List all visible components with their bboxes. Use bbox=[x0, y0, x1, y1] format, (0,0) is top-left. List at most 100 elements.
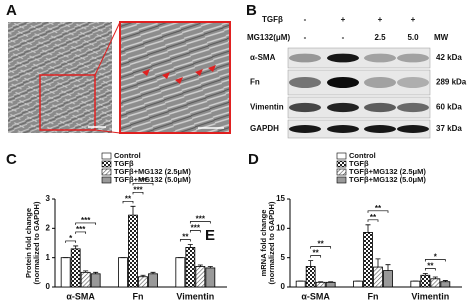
error-bar bbox=[130, 205, 136, 216]
panel-label: C bbox=[6, 151, 17, 168]
panel-label: D bbox=[248, 151, 259, 168]
bar bbox=[70, 248, 81, 288]
legend-swatch bbox=[336, 176, 347, 184]
legend-swatch bbox=[336, 152, 347, 160]
band bbox=[397, 77, 429, 88]
blot-mw: 42 kDa bbox=[436, 53, 462, 62]
y-tick-label: 0 bbox=[281, 282, 286, 291]
mw-label: MW bbox=[434, 33, 449, 42]
error-bar bbox=[318, 281, 324, 283]
sig-stars: ** bbox=[125, 194, 132, 203]
sig-stars: * bbox=[434, 253, 438, 262]
panel-d: D bbox=[248, 151, 259, 168]
sig-bracket bbox=[75, 222, 97, 225]
sig-stars: *** bbox=[138, 176, 148, 185]
band bbox=[364, 53, 396, 63]
y-axis-label: (normalized to GAPDH) bbox=[32, 201, 41, 284]
sig-stars: ** bbox=[318, 240, 325, 249]
bar bbox=[420, 274, 431, 288]
blot-mw: 60 kDa bbox=[436, 103, 462, 112]
x-tick-label: Vimentin bbox=[411, 291, 449, 301]
panel-label: B bbox=[246, 2, 257, 19]
band bbox=[327, 77, 359, 88]
legend-label: TGFβ bbox=[114, 159, 134, 168]
error-bar bbox=[308, 260, 314, 267]
legend-label: Control bbox=[114, 151, 141, 160]
bar bbox=[138, 276, 148, 288]
band bbox=[289, 77, 321, 88]
blot-row-label: GAPDH bbox=[250, 124, 279, 133]
bar bbox=[305, 266, 316, 288]
error-bar bbox=[207, 266, 213, 268]
legend-swatch bbox=[336, 168, 347, 176]
sig-bracket bbox=[132, 191, 144, 195]
sig-stars: ** bbox=[370, 213, 377, 222]
bar bbox=[148, 273, 158, 288]
panel-b: B TGFβ MG132(μM) MW bbox=[246, 2, 449, 42]
error-bar bbox=[187, 244, 193, 248]
bar bbox=[60, 257, 71, 288]
mg-dose: 5.0 bbox=[407, 33, 419, 42]
error-bar bbox=[150, 271, 156, 274]
x-tick-label: α-SMA bbox=[66, 291, 95, 301]
tgf-sign: + bbox=[341, 15, 346, 24]
legend-label: TGFβ+MG132 (5.0μM) bbox=[349, 175, 426, 184]
sig-stars: *** bbox=[133, 185, 143, 194]
legend-label: TGFβ+MG132 (5.0μM) bbox=[114, 175, 191, 184]
zoom-line bbox=[94, 129, 121, 134]
sig-bracket bbox=[424, 259, 446, 262]
error-bar bbox=[422, 273, 428, 276]
error-bar bbox=[140, 274, 146, 277]
bar bbox=[440, 281, 451, 288]
sig-stars: ** bbox=[375, 204, 382, 213]
sig-bracket bbox=[189, 221, 211, 224]
sig-stars: *** bbox=[191, 224, 201, 233]
legend-label: TGFβ bbox=[349, 159, 369, 168]
bar bbox=[80, 271, 91, 288]
legend-label: Control bbox=[349, 151, 376, 160]
tgf-label: TGFβ bbox=[262, 15, 283, 24]
error-bar bbox=[73, 245, 79, 249]
legend-label: TGFβ+MG132 (2.5μM) bbox=[114, 167, 191, 176]
band bbox=[364, 125, 396, 133]
bar-chart: 0 1 2 3 Protein fold change (normalized to GA… bbox=[24, 151, 227, 301]
bar-chart: 0 5 10 15 mRNA fold change (normalized to GAP… bbox=[259, 151, 462, 301]
panel-c: C bbox=[6, 151, 17, 168]
band bbox=[289, 53, 321, 63]
y-axis-label: (normalized to GAPDH) bbox=[267, 201, 276, 284]
bar bbox=[315, 281, 326, 288]
micrograph bbox=[8, 22, 112, 133]
y-tick-label: 2 bbox=[46, 223, 51, 232]
bar bbox=[118, 257, 128, 288]
band bbox=[327, 102, 359, 113]
blot-mw: 37 kDa bbox=[436, 124, 462, 133]
error-bar bbox=[385, 264, 391, 271]
bar bbox=[175, 257, 186, 288]
legend-swatch bbox=[101, 152, 112, 160]
zoom-line bbox=[94, 21, 121, 76]
blot-mw: 289 kDa bbox=[436, 78, 467, 87]
panel-mark: E bbox=[205, 227, 215, 244]
panel-a: A bbox=[6, 2, 231, 134]
tgf-sign: + bbox=[378, 15, 383, 24]
blot-row-label: Fn bbox=[250, 78, 260, 87]
y-tick-label: 0 bbox=[46, 282, 51, 291]
tgf-sign: - bbox=[304, 15, 307, 24]
legend-swatch bbox=[336, 160, 347, 168]
y-axis-label: Protein fold change bbox=[24, 208, 33, 278]
mg-dose: - bbox=[304, 33, 307, 42]
sig-stars: *** bbox=[196, 215, 206, 224]
sig-bracket bbox=[367, 210, 389, 213]
sig-bracket bbox=[310, 246, 332, 249]
band bbox=[397, 53, 429, 63]
sig-bracket bbox=[122, 200, 134, 204]
bar bbox=[205, 267, 216, 288]
y-tick-label: 15 bbox=[276, 194, 285, 203]
x-tick-label: Fn bbox=[133, 291, 144, 301]
bar bbox=[353, 280, 363, 288]
sig-bracket bbox=[367, 219, 379, 222]
y-tick-label: 5 bbox=[281, 253, 286, 262]
band bbox=[327, 53, 359, 63]
legend-swatch bbox=[101, 168, 112, 176]
